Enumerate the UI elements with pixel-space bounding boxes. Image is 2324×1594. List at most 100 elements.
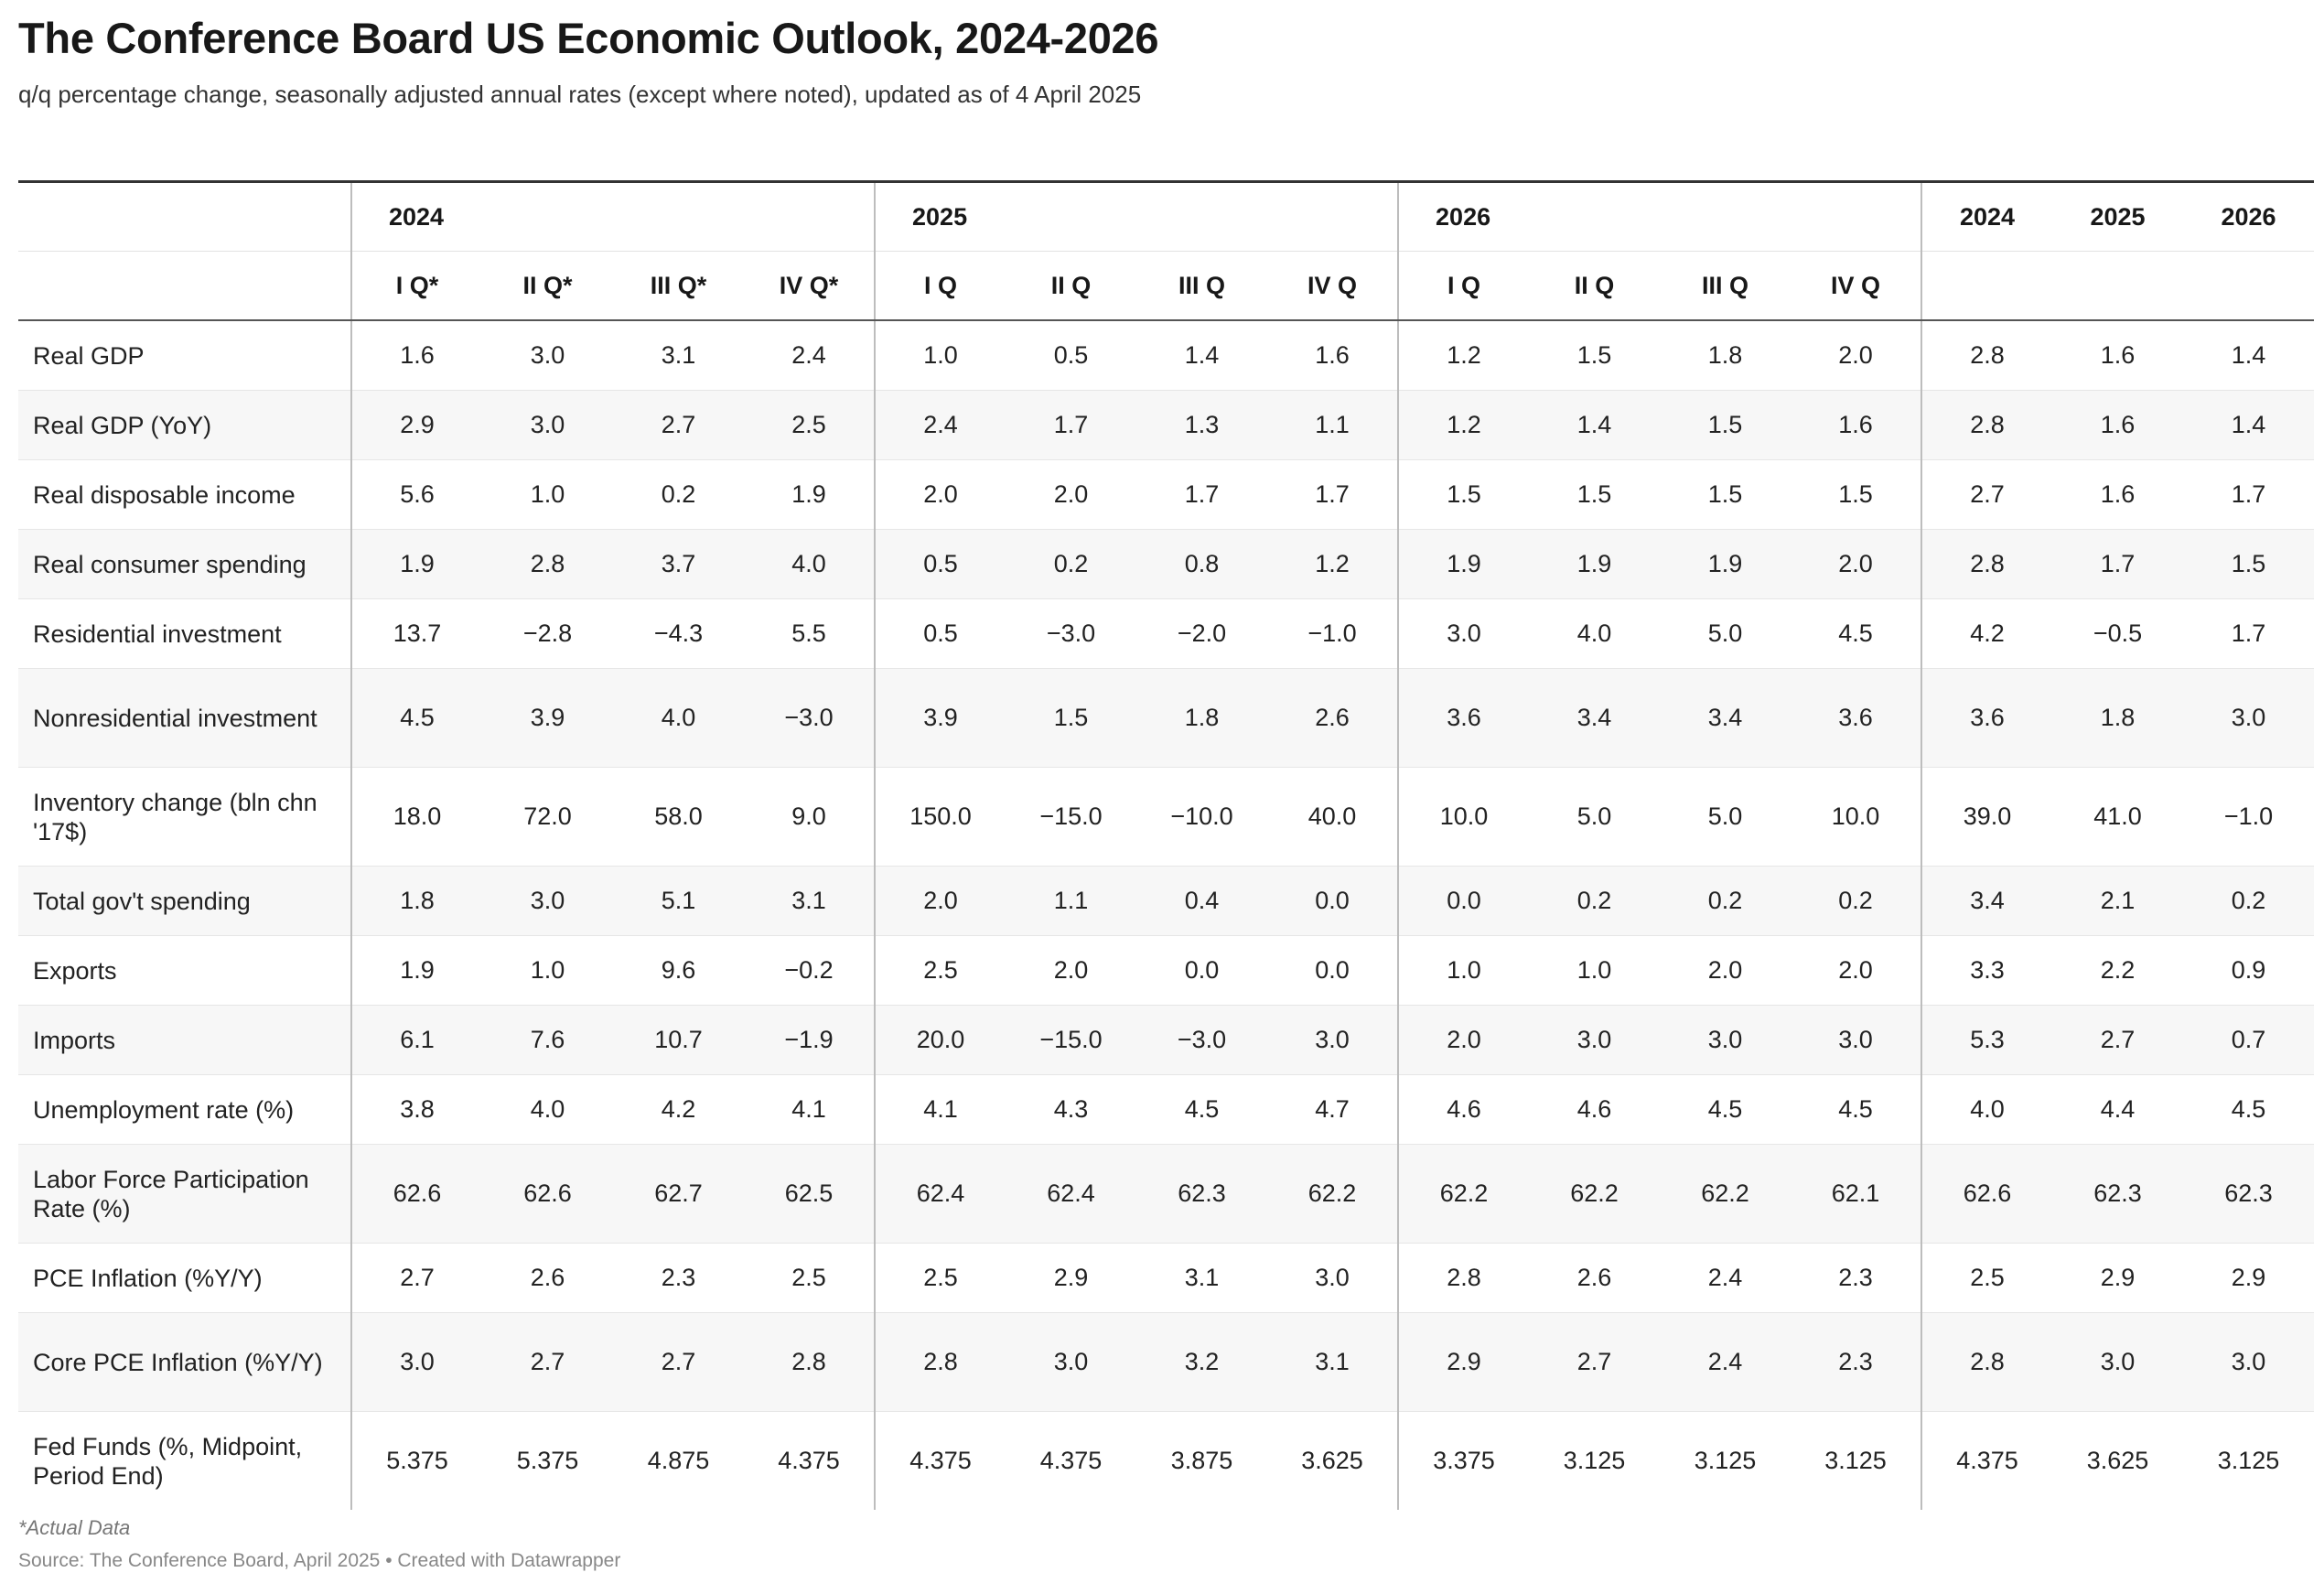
value-cell: 0.8 [1136, 529, 1268, 599]
value-cell: 2.7 [350, 1243, 482, 1313]
value-cell: 1.0 [1397, 935, 1530, 1006]
value-cell: 10.7 [613, 1005, 744, 1075]
value-cell: 62.3 [2183, 1144, 2315, 1244]
quarter-header: III Q [1660, 251, 1791, 321]
value-cell: −0.5 [2052, 598, 2184, 669]
value-cell: 4.6 [1397, 1074, 1530, 1145]
value-cell: 3.0 [1529, 1005, 1661, 1075]
value-cell: 2.0 [1006, 935, 1137, 1006]
value-cell: 3.0 [1397, 598, 1530, 669]
value-cell: 0.0 [1136, 935, 1268, 1006]
value-cell: 2.6 [1267, 668, 1399, 768]
value-cell: 2.9 [2183, 1243, 2315, 1313]
value-cell: 9.6 [613, 935, 744, 1006]
source-note: Source: The Conference Board, April 2025… [18, 1550, 621, 1571]
value-cell: 20.0 [874, 1005, 1006, 1075]
value-cell: 4.0 [482, 1074, 613, 1145]
value-cell: 62.3 [1136, 1144, 1268, 1244]
row-label: Real GDP (YoY) [18, 390, 351, 460]
value-cell: 1.7 [1267, 459, 1399, 530]
annual-year-header: 2025 [2052, 180, 2184, 252]
value-cell: 1.9 [744, 459, 876, 530]
quarter-header: II Q [1006, 251, 1137, 321]
quarter-header: IV Q* [744, 251, 876, 321]
value-cell: 3.625 [2086, 1447, 2149, 1474]
value-cell: 1.4 [1529, 390, 1661, 460]
value-cell: 3.0 [1267, 1243, 1399, 1313]
value-cell: 4.2 [613, 1074, 744, 1145]
value-cell: 1.6 [2052, 459, 2184, 530]
value-cell: 2.7 [2052, 1005, 2184, 1075]
value-cell: 4.0 [613, 668, 744, 768]
value-cell: 3.0 [1006, 1312, 1137, 1412]
value-cell: 5.375 [350, 1411, 482, 1510]
value-cell: 0.9 [2183, 935, 2315, 1006]
value-cell: 2.9 [2052, 1243, 2184, 1313]
value-cell: 2.4 [744, 320, 876, 391]
value-cell: 10.0 [1791, 767, 1922, 867]
value-cell: 0.2 [1660, 866, 1791, 936]
value-cell: 0.2 [1529, 866, 1661, 936]
value-cell: 2.7 [613, 1312, 744, 1412]
value-cell: 1.8 [1136, 668, 1268, 768]
row-label: Residential investment [18, 598, 351, 669]
value-cell: 5.0 [1660, 598, 1791, 669]
value-cell: 1.4 [2183, 320, 2315, 391]
row-label: Labor Force Participation Rate (%) [18, 1144, 351, 1244]
value-cell: 3.4 [1660, 668, 1791, 768]
value-cell: 2.0 [1006, 459, 1137, 530]
value-cell: 3.375 [1397, 1411, 1530, 1510]
value-cell: 4.5 [2183, 1074, 2315, 1145]
value-cell: 4.6 [1529, 1074, 1661, 1145]
value-cell: 150.0 [874, 767, 1006, 867]
value-cell: 4.0 [744, 529, 876, 599]
value-cell: 62.2 [1660, 1144, 1791, 1244]
value-cell: 0.0 [1267, 866, 1399, 936]
value-cell: 3.6 [1921, 668, 2053, 768]
outlook-table: 2024 2025 2026 2024 2025 2026 I Q* II Q* I… [18, 180, 2315, 1510]
value-cell: 62.4 [874, 1144, 1006, 1244]
year-header-row: 2024 2025 2026 2024 2025 2026 [18, 180, 2315, 252]
header-corner [18, 251, 351, 321]
value-cell: 2.9 [1006, 1243, 1137, 1313]
value-cell: 1.5 [1660, 459, 1791, 530]
year-group-header: 2025 [874, 180, 1399, 252]
chart-title: The Conference Board US Economic Outlook… [18, 14, 1159, 62]
value-cell: 2.8 [1921, 390, 2053, 460]
quarter-header: IV Q [1267, 251, 1399, 321]
value-cell: 1.4 [1136, 320, 1268, 391]
row-label: Unemployment rate (%) [18, 1074, 351, 1145]
year-group-header: 2026 [1397, 180, 1922, 252]
value-cell: 3.9 [874, 668, 1006, 768]
row-label: Core PCE Inflation (%Y/Y) [18, 1312, 351, 1412]
value-cell: 2.4 [874, 390, 1006, 460]
value-cell: −10.0 [1136, 767, 1268, 867]
value-cell: 62.3 [2052, 1144, 2184, 1244]
value-cell: 2.0 [1791, 529, 1922, 599]
value-cell: 4.375 [1039, 1447, 1103, 1474]
value-cell: 1.7 [2183, 459, 2315, 530]
value-cell: 5.3 [1921, 1005, 2053, 1075]
value-cell: 18.0 [350, 767, 482, 867]
value-cell: 0.2 [1006, 529, 1137, 599]
value-cell: 1.6 [2052, 390, 2184, 460]
value-cell: 2.0 [1791, 320, 1922, 391]
value-cell: 2.8 [1397, 1243, 1530, 1313]
value-cell: 9.0 [744, 767, 876, 867]
value-cell: 2.6 [1529, 1243, 1661, 1313]
value-cell: 1.6 [350, 320, 482, 391]
value-cell: 1.5 [1660, 390, 1791, 460]
value-cell: 3.0 [2052, 1312, 2184, 1412]
value-cell: 2.4 [1660, 1243, 1791, 1313]
value-cell: 7.6 [482, 1005, 613, 1075]
table-row: Total gov't spending 1.8 3.0 5.1 3.1 2.0 1.1 0.… [18, 866, 2315, 936]
table-row: PCE Inflation (%Y/Y) 2.7 2.6 2.3 2.5 2.5 2.9 3.… [18, 1243, 2315, 1313]
value-cell: 2.4 [1660, 1312, 1791, 1412]
value-cell: 3.0 [482, 390, 613, 460]
value-cell: 3.4 [1921, 866, 2053, 936]
value-cell: 3.6 [1397, 668, 1530, 768]
row-label: PCE Inflation (%Y/Y) [18, 1243, 351, 1313]
value-cell: 3.125 [1563, 1447, 1626, 1474]
value-cell: 3.9 [482, 668, 613, 768]
table-row: Unemployment rate (%) 3.8 4.0 4.2 4.1 4.1 4.3 4… [18, 1074, 2315, 1145]
